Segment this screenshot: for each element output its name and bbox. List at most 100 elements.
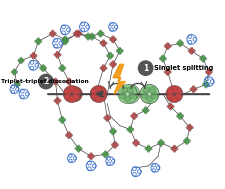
Circle shape	[95, 86, 102, 93]
Circle shape	[66, 79, 72, 84]
Circle shape	[144, 111, 147, 114]
Circle shape	[55, 98, 60, 103]
Circle shape	[66, 133, 72, 138]
Circle shape	[207, 83, 210, 86]
Circle shape	[32, 52, 35, 55]
Circle shape	[98, 31, 103, 36]
Circle shape	[12, 70, 17, 74]
Circle shape	[64, 38, 67, 40]
Circle shape	[143, 87, 150, 94]
Circle shape	[66, 38, 69, 41]
Circle shape	[176, 42, 179, 45]
Circle shape	[162, 142, 165, 144]
Circle shape	[60, 66, 65, 71]
Circle shape	[188, 124, 191, 126]
Circle shape	[168, 104, 173, 109]
Circle shape	[129, 131, 132, 133]
Circle shape	[130, 87, 137, 94]
Circle shape	[90, 86, 105, 102]
Circle shape	[52, 80, 54, 83]
Circle shape	[74, 31, 79, 36]
Circle shape	[167, 93, 174, 100]
Circle shape	[15, 71, 18, 73]
Circle shape	[13, 73, 16, 75]
Circle shape	[42, 69, 45, 72]
Circle shape	[99, 30, 102, 33]
Circle shape	[179, 117, 182, 120]
Circle shape	[135, 115, 138, 117]
Circle shape	[186, 126, 189, 129]
Circle shape	[109, 130, 112, 133]
Circle shape	[164, 71, 167, 73]
Circle shape	[191, 87, 196, 92]
Circle shape	[75, 35, 78, 37]
Circle shape	[129, 92, 135, 99]
Circle shape	[91, 89, 97, 95]
Circle shape	[112, 128, 114, 130]
Circle shape	[44, 67, 47, 70]
Circle shape	[204, 57, 207, 60]
Circle shape	[65, 93, 71, 100]
Circle shape	[181, 42, 184, 45]
Circle shape	[175, 93, 181, 99]
Circle shape	[61, 69, 64, 72]
Circle shape	[112, 40, 114, 43]
Circle shape	[95, 87, 101, 93]
Circle shape	[64, 36, 67, 38]
Circle shape	[188, 140, 191, 142]
Circle shape	[178, 41, 183, 46]
Circle shape	[210, 71, 213, 73]
Circle shape	[109, 57, 112, 59]
Circle shape	[32, 57, 35, 59]
Circle shape	[171, 86, 178, 93]
Circle shape	[61, 121, 64, 124]
Circle shape	[190, 52, 193, 55]
Circle shape	[171, 95, 178, 102]
Circle shape	[166, 42, 169, 45]
Circle shape	[68, 89, 74, 95]
Circle shape	[175, 93, 182, 100]
Circle shape	[39, 67, 42, 70]
Circle shape	[75, 30, 78, 33]
Circle shape	[124, 87, 131, 94]
Circle shape	[60, 117, 65, 122]
Circle shape	[112, 142, 118, 147]
Circle shape	[56, 51, 59, 54]
Circle shape	[166, 73, 169, 76]
Circle shape	[114, 63, 117, 66]
Circle shape	[190, 88, 193, 91]
Circle shape	[63, 85, 81, 103]
Circle shape	[183, 140, 186, 142]
Circle shape	[68, 83, 70, 85]
Circle shape	[39, 40, 42, 43]
Circle shape	[188, 129, 191, 131]
Circle shape	[131, 128, 134, 131]
Circle shape	[110, 37, 116, 42]
Circle shape	[104, 155, 107, 158]
Circle shape	[181, 115, 184, 117]
Circle shape	[64, 42, 67, 45]
Circle shape	[77, 30, 80, 33]
Circle shape	[176, 115, 179, 117]
Circle shape	[140, 84, 159, 104]
Circle shape	[39, 74, 53, 89]
Circle shape	[104, 117, 106, 119]
Circle shape	[108, 117, 111, 119]
Circle shape	[100, 42, 102, 45]
Circle shape	[89, 35, 92, 38]
Circle shape	[105, 115, 110, 121]
Circle shape	[149, 87, 156, 94]
Circle shape	[97, 32, 99, 35]
Circle shape	[70, 134, 73, 137]
Circle shape	[158, 140, 164, 146]
Circle shape	[88, 35, 91, 38]
Circle shape	[173, 145, 176, 148]
Circle shape	[165, 43, 170, 49]
Circle shape	[58, 119, 61, 121]
Circle shape	[55, 52, 60, 57]
Circle shape	[142, 92, 148, 99]
Circle shape	[189, 48, 194, 53]
Circle shape	[15, 82, 20, 87]
Circle shape	[106, 119, 109, 122]
Circle shape	[102, 32, 104, 35]
